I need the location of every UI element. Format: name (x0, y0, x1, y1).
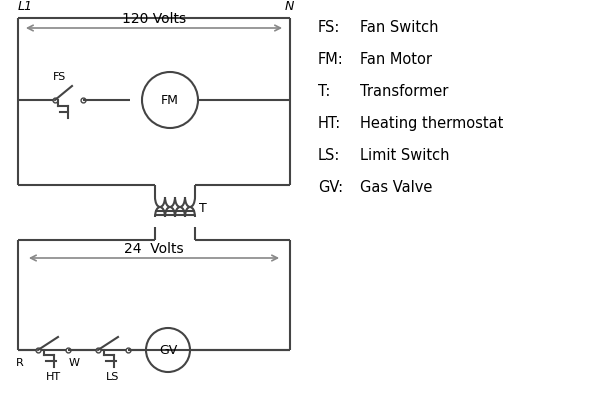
Text: FM:: FM: (318, 52, 344, 67)
Text: R: R (16, 358, 24, 368)
Text: T: T (199, 202, 206, 216)
Text: Limit Switch: Limit Switch (360, 148, 450, 163)
Text: LS: LS (106, 372, 120, 382)
Text: FM: FM (161, 94, 179, 106)
Text: 120 Volts: 120 Volts (122, 12, 186, 26)
Text: Gas Valve: Gas Valve (360, 180, 432, 195)
Text: Fan Motor: Fan Motor (360, 52, 432, 67)
Text: LS:: LS: (318, 148, 340, 163)
Text: Heating thermostat: Heating thermostat (360, 116, 503, 131)
Text: L1: L1 (18, 0, 33, 13)
Text: N: N (285, 0, 294, 13)
Text: Transformer: Transformer (360, 84, 448, 99)
Text: 24  Volts: 24 Volts (124, 242, 184, 256)
Text: FS:: FS: (318, 20, 340, 35)
Text: W: W (69, 358, 80, 368)
Text: HT:: HT: (318, 116, 341, 131)
Text: T:: T: (318, 84, 330, 99)
Text: GV: GV (159, 344, 177, 356)
Text: HT: HT (45, 372, 61, 382)
Text: Fan Switch: Fan Switch (360, 20, 438, 35)
Text: FS: FS (53, 72, 67, 82)
Text: GV:: GV: (318, 180, 343, 195)
